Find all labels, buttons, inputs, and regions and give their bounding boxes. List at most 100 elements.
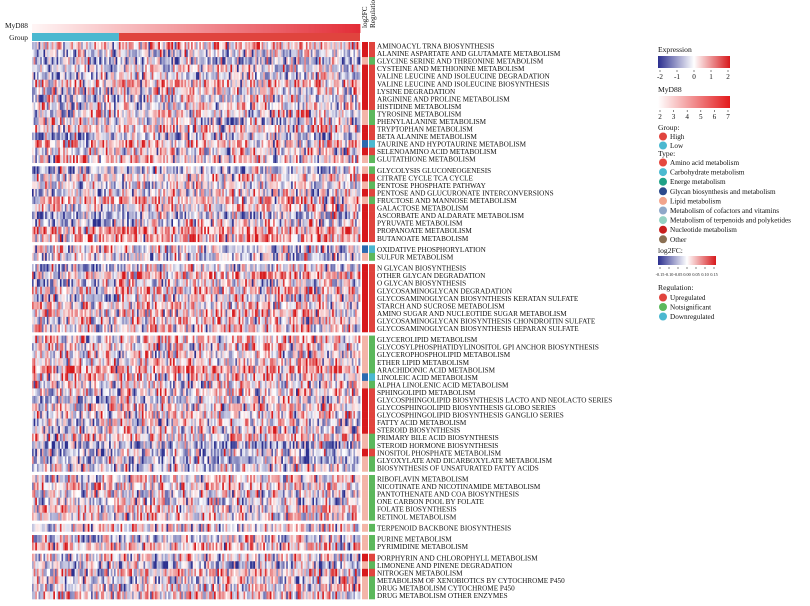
heatmap-cell [150, 42, 153, 50]
heatmap-cell [333, 57, 336, 65]
heatmap-cell [248, 49, 251, 58]
heatmap-cell [100, 57, 103, 65]
heatmap-cell [256, 42, 259, 50]
heatmap-cell [289, 57, 292, 65]
myd88-cell [176, 24, 179, 33]
heatmap-cell [299, 57, 302, 65]
heatmap-cell [358, 140, 361, 148]
myd88-cell [210, 24, 213, 33]
heatmap-cell [243, 49, 246, 58]
heatmap-cell [133, 57, 136, 65]
heatmap-cell [138, 57, 141, 65]
myd88-cell [271, 24, 274, 33]
heatmap-cell [159, 64, 162, 73]
heatmap-cell [286, 57, 289, 65]
heatmap-cell [128, 49, 131, 58]
heatmap-cell [245, 57, 248, 65]
heatmap-cell [312, 57, 315, 65]
heatmap-cell [107, 57, 110, 65]
heatmap-cell [340, 49, 343, 58]
heatmap-cell [310, 42, 313, 50]
heatmap-cell [189, 42, 192, 50]
heatmap-cell [353, 57, 356, 65]
heatmap-cell [33, 49, 36, 58]
heatmap-cell [241, 49, 244, 58]
heatmap-cell [355, 49, 358, 58]
myd88-cell [163, 24, 166, 33]
heatmap-cell [97, 64, 100, 73]
heatmap-cell [182, 57, 185, 65]
heatmap-cell [99, 64, 102, 73]
heatmap-cell [169, 57, 172, 65]
heatmap-cell [118, 42, 121, 50]
heatmap-cell [315, 49, 318, 58]
heatmap-cell [64, 64, 67, 73]
heatmap-cell [51, 57, 54, 65]
myd88-cell [102, 24, 105, 33]
heatmap-cell [202, 42, 205, 50]
heatmap-cell [223, 57, 226, 65]
heatmap-cell [32, 49, 34, 58]
myd88-cell [340, 24, 343, 33]
group-annotation-label: Group [9, 33, 28, 42]
heatmap-cell [351, 57, 354, 65]
heatmap-cell [228, 42, 231, 50]
heatmap-cell [292, 49, 295, 58]
heatmap-cell [76, 64, 79, 73]
myd88-cell [145, 24, 148, 33]
heatmap-cell [132, 64, 135, 73]
heatmap-cell [328, 57, 331, 65]
myd88-cell [319, 24, 322, 33]
myd88-cell [299, 24, 302, 33]
heatmap-cell [168, 57, 171, 65]
myd88-cell [276, 24, 279, 33]
heatmap-cell [222, 57, 225, 65]
myd88-cell [179, 24, 182, 33]
heatmap-cell [182, 49, 185, 58]
heatmap-cell [148, 57, 151, 65]
heatmap-cell [56, 42, 59, 50]
heatmap-cell [99, 42, 102, 50]
myd88-cell [350, 24, 353, 33]
heatmap-cell [105, 64, 108, 73]
heatmap-cell [307, 57, 310, 65]
heatmap-cell [177, 42, 180, 50]
heatmap-cell [91, 57, 94, 65]
heatmap-cell [107, 42, 110, 50]
heatmap-cell [171, 49, 174, 58]
heatmap-cell [332, 42, 335, 50]
heatmap-cell [345, 57, 348, 65]
heatmap-cell [223, 42, 226, 50]
heatmap-cell [284, 49, 287, 58]
heatmap-cell [150, 64, 153, 73]
heatmap-cell [350, 42, 353, 50]
heatmap-cell [84, 64, 87, 73]
heatmap-cell [159, 57, 162, 65]
heatmap-cell [125, 57, 128, 65]
heatmap-cell [66, 49, 69, 58]
heatmap-cell [164, 49, 167, 58]
myd88-cell [328, 24, 331, 33]
heatmap-cell [348, 57, 351, 65]
heatmap-cell [58, 42, 61, 50]
heatmap-cell [169, 49, 172, 58]
myd88-cell [81, 24, 84, 33]
heatmap-cell [173, 42, 176, 50]
heatmap-cell [76, 57, 79, 65]
heatmap-cell [291, 57, 294, 65]
heatmap-cell [289, 42, 292, 50]
heatmap-cell [50, 64, 53, 73]
heatmap-cell [164, 42, 167, 50]
heatmap-cell [284, 57, 287, 65]
heatmap-cell [115, 57, 118, 65]
heatmap-cell [327, 49, 330, 58]
myd88-cell [237, 24, 240, 33]
heatmap-cell [140, 64, 143, 73]
myd88-cell [159, 24, 162, 33]
myd88-cell [337, 24, 340, 33]
heatmap-cell [48, 49, 51, 58]
myd88-cell [255, 24, 258, 33]
heatmap-cell [48, 57, 51, 65]
heatmap-cell [241, 57, 244, 65]
myd88-cell [164, 24, 167, 33]
